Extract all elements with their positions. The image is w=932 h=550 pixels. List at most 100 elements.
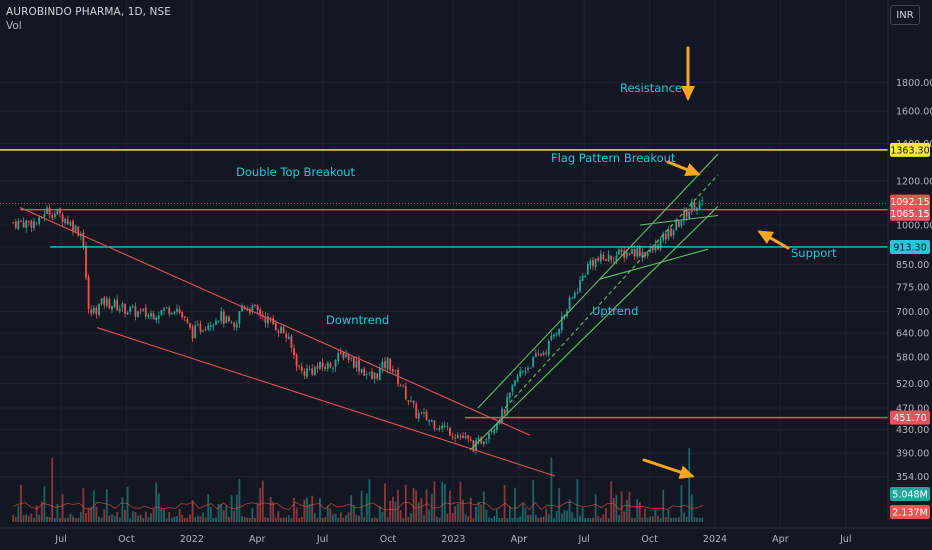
volume-bar bbox=[103, 509, 106, 522]
candle-body bbox=[547, 340, 550, 355]
volume-bar bbox=[664, 516, 667, 522]
x-tick-label: Jul bbox=[54, 534, 66, 545]
candle-body bbox=[303, 371, 306, 376]
volume-bar bbox=[363, 517, 366, 522]
volume-bar bbox=[485, 509, 488, 522]
candle-body bbox=[394, 370, 397, 371]
volume-tag: 2.137M bbox=[890, 505, 930, 519]
volume-bar bbox=[521, 503, 524, 522]
volume-bar bbox=[607, 517, 610, 522]
volume-bar bbox=[129, 517, 132, 522]
candle-body bbox=[90, 310, 93, 314]
candle-body bbox=[584, 275, 587, 277]
candle-body bbox=[389, 358, 392, 371]
time-axis[interactable]: Jul Oct 2022 Apr Jul Oct 2023 Apr Jul Oct 2024 Apr J… bbox=[0, 527, 932, 545]
candle-body bbox=[498, 422, 501, 425]
volume-bar bbox=[326, 505, 329, 522]
arrow-head bbox=[678, 465, 695, 479]
candle-body bbox=[672, 230, 675, 236]
x-tick-label: Oct bbox=[641, 534, 658, 545]
candle-body bbox=[701, 200, 704, 202]
volume-bar bbox=[410, 513, 412, 522]
volume-bar bbox=[589, 517, 592, 522]
annotation-uptrend: Uptrend bbox=[592, 304, 638, 318]
candle-body bbox=[87, 276, 90, 309]
volume-bar bbox=[251, 507, 254, 522]
volume-bar bbox=[238, 479, 241, 522]
candle-body bbox=[264, 316, 267, 323]
volume-bar bbox=[514, 487, 516, 522]
price-axis[interactable]: 1800.001600.001400.001200.001000.00913.3… bbox=[887, 0, 932, 520]
volume-bar bbox=[183, 517, 186, 522]
candle-body bbox=[334, 360, 337, 368]
candle-body bbox=[209, 325, 212, 328]
volume-bar bbox=[191, 500, 194, 522]
candle-body bbox=[576, 292, 579, 294]
volume-bar bbox=[399, 510, 402, 522]
volume-bar bbox=[230, 495, 233, 522]
candle-body bbox=[529, 367, 532, 369]
volume-bar bbox=[243, 517, 246, 522]
candle-body bbox=[488, 433, 490, 440]
candle-body bbox=[631, 249, 633, 254]
volume-bar bbox=[264, 517, 267, 522]
price-tag-bg bbox=[890, 239, 930, 254]
candle-body bbox=[550, 335, 553, 340]
volume-bar bbox=[14, 517, 17, 522]
volume-bar bbox=[61, 494, 64, 522]
price-tag-label: 451.70 bbox=[893, 413, 926, 424]
candle-body bbox=[508, 392, 511, 398]
drawing-overlays bbox=[0, 46, 888, 479]
candle-body bbox=[98, 303, 100, 315]
volume-bar bbox=[22, 515, 25, 522]
candle-body bbox=[238, 311, 241, 325]
volume-bar bbox=[121, 497, 124, 522]
volume-bar bbox=[181, 515, 184, 522]
volume-bar bbox=[300, 517, 303, 522]
volume-bar bbox=[573, 517, 576, 522]
candle-body bbox=[597, 258, 600, 261]
candle-body bbox=[467, 435, 470, 439]
volume-label: Vol bbox=[6, 20, 22, 32]
candle-body bbox=[274, 323, 277, 331]
price-tag-label: 1092.15 bbox=[890, 197, 929, 208]
candle-body bbox=[612, 261, 615, 263]
candle-body bbox=[319, 361, 321, 370]
volume-bar bbox=[298, 517, 301, 522]
volume-bar bbox=[267, 517, 269, 522]
volume-bar bbox=[636, 498, 639, 522]
candle-body bbox=[12, 222, 15, 224]
candle-body bbox=[677, 221, 680, 228]
volume-bar bbox=[355, 514, 358, 522]
candle-body bbox=[386, 357, 389, 369]
candle-body bbox=[324, 366, 327, 369]
candle-body bbox=[412, 400, 415, 404]
volume-bar bbox=[558, 488, 561, 522]
candle-body bbox=[602, 254, 605, 260]
candle-body bbox=[454, 437, 457, 439]
volume-bar bbox=[560, 513, 563, 522]
price-tag-bg bbox=[890, 206, 930, 221]
price-tag-bg bbox=[890, 194, 930, 209]
candle-body bbox=[368, 372, 371, 374]
candle-body bbox=[441, 425, 444, 429]
volume-bar bbox=[178, 508, 181, 522]
volume-bar bbox=[233, 511, 236, 522]
y-tick-label: 775.00 bbox=[896, 282, 929, 293]
candle-body bbox=[17, 220, 20, 229]
candle-body bbox=[241, 305, 243, 312]
candle-body bbox=[202, 330, 204, 332]
volume-bar bbox=[381, 511, 384, 522]
candle-body bbox=[646, 252, 649, 257]
candle-body bbox=[433, 420, 436, 429]
candle-body bbox=[456, 434, 459, 439]
x-tick-label: 2023 bbox=[441, 534, 465, 545]
volume-bar bbox=[293, 497, 295, 522]
candle-body bbox=[173, 311, 176, 314]
candle-body bbox=[553, 334, 555, 337]
volume-bar bbox=[82, 488, 85, 522]
currency-button[interactable]: INR bbox=[890, 5, 920, 25]
candle-body bbox=[664, 233, 667, 240]
candle-body bbox=[381, 361, 384, 369]
